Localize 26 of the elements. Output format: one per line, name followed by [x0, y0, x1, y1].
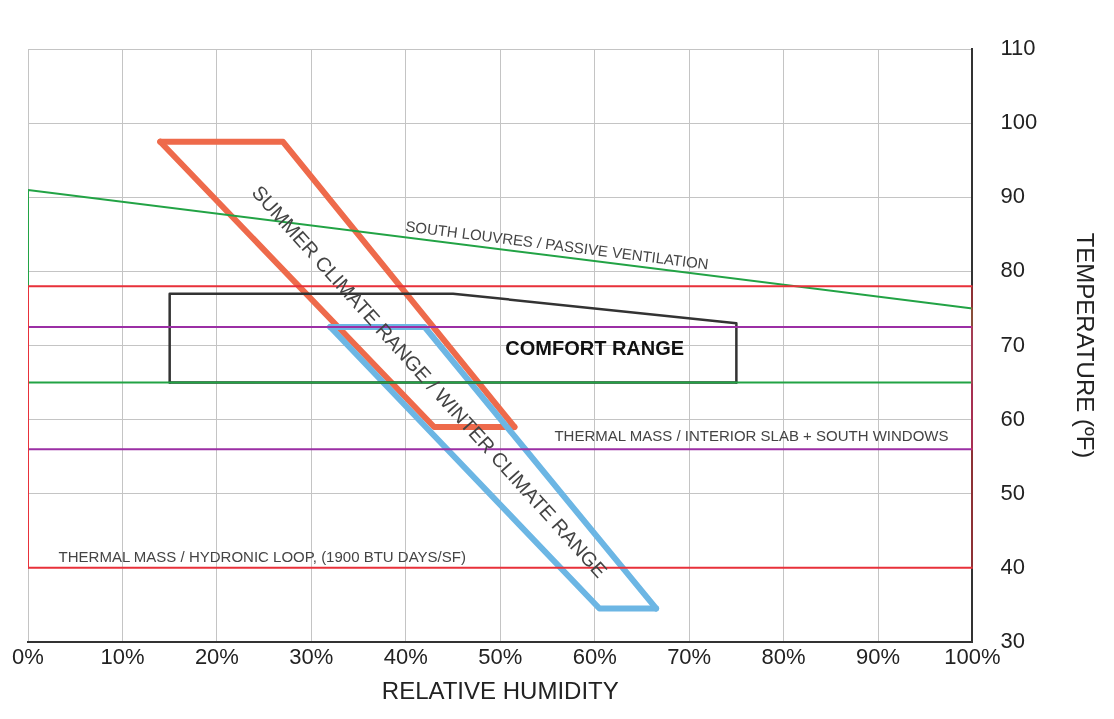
annotation: COMFORT RANGE: [505, 336, 685, 359]
x-tick-label: 40%: [383, 644, 428, 670]
y-tick-label: 30: [1000, 627, 1025, 653]
y-tick-label: 50: [1000, 479, 1025, 505]
y-tick-label: 70: [1000, 331, 1025, 357]
x-axis-title: RELATIVE HUMIDITY: [381, 677, 619, 705]
y-tick-label: 110: [1000, 35, 1036, 61]
x-tick-label: 20%: [194, 644, 239, 670]
x-tick-label: 30%: [289, 644, 334, 670]
x-tick-label: 80%: [761, 644, 806, 670]
y-axis-title: TEMPERATURE (ºF): [1071, 232, 1099, 459]
y-tick-label: 90: [1000, 183, 1025, 209]
x-tick-label: 50%: [478, 644, 523, 670]
x-tick-label: 10%: [100, 644, 145, 670]
y-tick-label: 100: [1000, 109, 1038, 135]
y-tick-label: 80: [1000, 257, 1025, 283]
annotation: THERMAL MASS / INTERIOR SLAB + SOUTH WINDOWS: [554, 427, 949, 445]
x-tick-label: 0%: [12, 644, 44, 670]
annotation: SOUTH LOUVRES / PASSIVE VENTILATION: [404, 217, 710, 273]
x-tick-label: 70%: [667, 644, 712, 670]
annotation: THERMAL MASS / HYDRONIC LOOP, (1900 BTU DAYS/SF): [58, 548, 466, 566]
x-tick-label: 100%: [944, 644, 1001, 670]
x-tick-label: 90%: [856, 644, 901, 670]
x-tick-label: 60%: [572, 644, 617, 670]
y-tick-label: 60: [1000, 405, 1025, 431]
y-tick-label: 40: [1000, 553, 1025, 579]
